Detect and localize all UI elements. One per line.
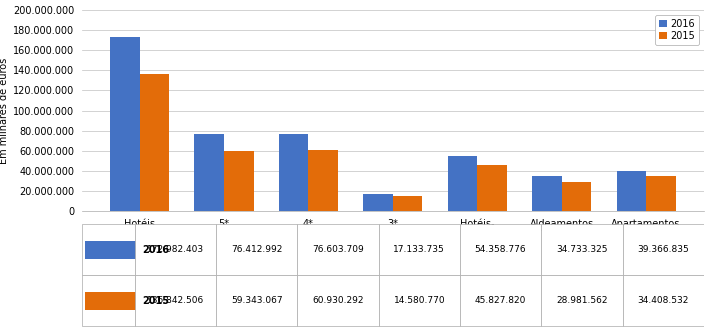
Bar [623,275,704,326]
Bar [194,134,224,211]
Bar [139,73,169,211]
Bar [532,176,562,211]
Bar [616,172,646,211]
Text: 172.982.403: 172.982.403 [146,245,204,254]
Text: 34.408.532: 34.408.532 [638,296,689,305]
Legend: 2016, 2015: 2016, 2015 [655,15,699,45]
Text: 76.412.992: 76.412.992 [231,245,282,254]
Text: 39.366.835: 39.366.835 [637,245,689,254]
Bar [216,275,297,326]
Text: 59.343.067: 59.343.067 [231,296,282,305]
Y-axis label: Em milhares de euros: Em milhares de euros [0,57,9,164]
Bar [363,194,393,211]
Bar [448,156,477,211]
Bar [82,224,134,275]
Bar [216,224,297,275]
Text: 2015: 2015 [142,296,169,306]
Text: 54.358.776: 54.358.776 [475,245,526,254]
Bar [224,151,254,211]
Bar [646,177,675,211]
Bar [541,275,623,326]
Bar [460,224,541,275]
Bar [134,275,216,326]
Bar [477,165,507,211]
Text: 14.580.770: 14.580.770 [393,296,445,305]
Text: 76.603.709: 76.603.709 [312,245,364,254]
Bar [279,134,309,211]
Text: 136.842.506: 136.842.506 [146,296,204,305]
Bar [541,224,623,275]
Bar [379,275,460,326]
Text: 17.133.735: 17.133.735 [393,245,445,254]
Bar [393,196,422,211]
Bar [82,275,134,326]
Text: 45.827.820: 45.827.820 [475,296,526,305]
Bar [623,224,704,275]
Bar [309,150,338,211]
Bar [562,182,592,211]
Bar [297,224,379,275]
Bar [85,241,140,259]
Bar [110,37,139,211]
Text: 60.930.292: 60.930.292 [312,296,364,305]
Text: 34.733.325: 34.733.325 [556,245,608,254]
Bar [134,224,216,275]
Text: 2016: 2016 [142,245,169,255]
Bar [297,275,379,326]
Text: 28.981.562: 28.981.562 [556,296,608,305]
Bar [85,292,140,310]
Bar [460,275,541,326]
Bar [379,224,460,275]
